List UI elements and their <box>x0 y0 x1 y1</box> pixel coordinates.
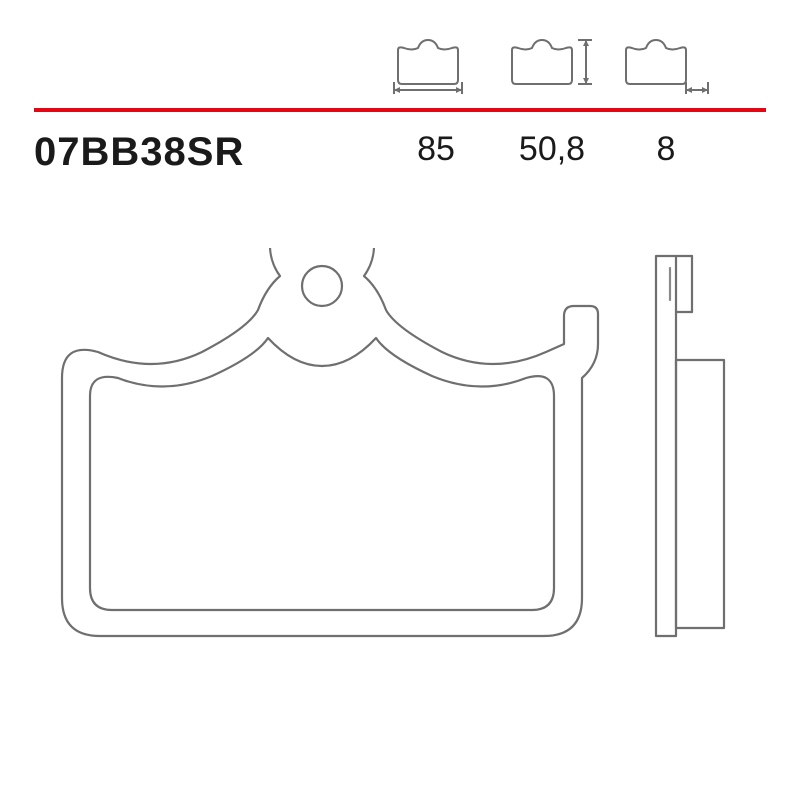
width-dimension-icon <box>388 24 484 94</box>
spec-width-value: 85 <box>388 130 484 169</box>
divider-rule <box>34 108 766 112</box>
part-number: 07BB38SR <box>34 130 244 175</box>
dimension-icons-row <box>388 24 712 94</box>
thickness-dimension-icon <box>616 24 712 94</box>
spec-sheet: 07BB38SR 85 50,8 8 <box>0 0 800 800</box>
height-dimension-icon <box>502 24 598 94</box>
spec-height-value: 50,8 <box>504 130 600 169</box>
brake-pad-front-outline <box>42 248 602 656</box>
brake-pad-side-outline <box>648 248 736 656</box>
spec-thickness-value: 8 <box>618 130 714 169</box>
